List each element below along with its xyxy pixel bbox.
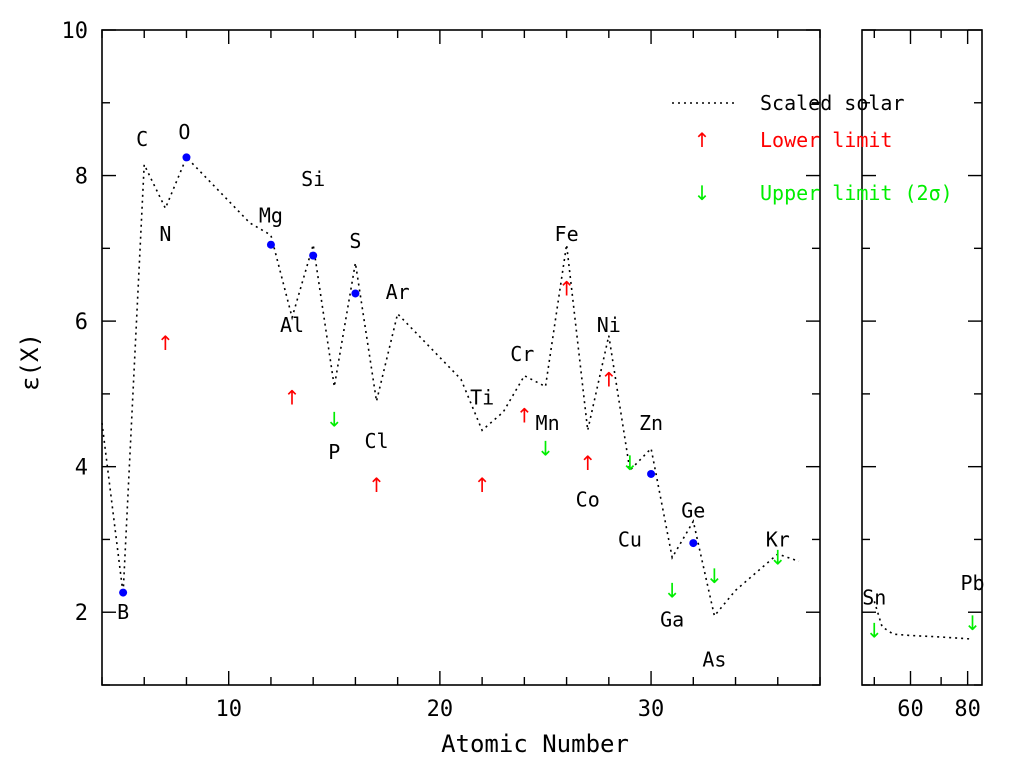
element-label-ge: Ge [681, 498, 705, 522]
upper-limit-arrow-as: ↓ [706, 564, 723, 588]
legend-label: Lower limit [760, 128, 892, 152]
y-axis-title: ε(X) [16, 333, 44, 391]
upper-limit-arrow-sn: ↓ [866, 618, 883, 642]
element-label-mg: Mg [259, 204, 283, 228]
lower-limit-arrow-fe: ↑ [558, 276, 575, 300]
lower-limit-arrow-cr: ↑ [516, 404, 533, 428]
lower-limit-arrow-ti: ↑ [474, 473, 491, 497]
element-label-si: Si [301, 167, 325, 191]
upper-limit-arrow-p: ↓ [326, 407, 343, 431]
y-tick-label: 8 [75, 165, 88, 190]
x-tick-label: 20 [427, 697, 454, 722]
measured-point-b [119, 588, 128, 597]
element-label-n: N [159, 222, 171, 246]
measured-point-ge [689, 539, 698, 548]
y-tick-label: 6 [75, 310, 88, 335]
x-axis-title: Atomic Number [441, 730, 629, 758]
legend-swatch-upper-limit: ↓ [694, 181, 711, 205]
element-label-cu: Cu [618, 527, 642, 551]
y-tick-label: 10 [62, 19, 89, 44]
x-tick-label: 30 [638, 697, 665, 722]
element-label-cl: Cl [364, 429, 388, 453]
lower-limit-arrow-n: ↑ [157, 331, 174, 355]
element-label-p: P [328, 440, 340, 464]
element-label-ar: Ar [386, 280, 410, 304]
x-tick-label: 10 [215, 697, 242, 722]
upper-limit-arrow-kr: ↓ [769, 546, 786, 570]
plot-frame-2 [861, 29, 983, 686]
element-label-al: Al [280, 313, 304, 337]
x-tick-label: 60 [897, 697, 924, 722]
element-label-s: S [349, 229, 361, 253]
measured-point-o [182, 153, 191, 162]
element-label-mn: Mn [536, 411, 560, 435]
element-label-ga: Ga [660, 608, 684, 632]
scaled-solar-line [101, 155, 800, 618]
plot-frame-1 [101, 29, 821, 686]
y-tick-label: 4 [75, 456, 88, 481]
element-label-fe: Fe [555, 222, 579, 246]
element-label-zn: Zn [639, 411, 663, 435]
scaled-solar-line [873, 601, 973, 640]
upper-limit-arrow-pb: ↓ [964, 611, 981, 635]
lower-limit-arrow-al: ↑ [284, 386, 301, 410]
legend-label: Scaled solar [760, 91, 905, 115]
measured-point-zn [647, 469, 656, 478]
legend-swatch-lower-limit: ↑ [694, 128, 711, 152]
measured-point-s [351, 289, 360, 298]
element-label-pb: Pb [960, 571, 984, 595]
legend: Scaled solar ↑ Lower limit ↓ Upper limit (2σ… [672, 91, 953, 205]
element-label-cr: Cr [510, 342, 534, 366]
element-label-c: C [136, 127, 148, 151]
upper-limit-arrow-mn: ↓ [537, 436, 554, 460]
element-label-sn: Sn [862, 586, 886, 610]
lower-limit-arrow-cl: ↑ [368, 473, 385, 497]
element-label-kr: Kr [766, 527, 790, 551]
upper-limit-arrow-ga: ↓ [664, 578, 681, 602]
lower-limit-arrow-ni: ↑ [600, 367, 617, 391]
element-label-ti: Ti [470, 386, 494, 410]
element-label-b: B [117, 600, 129, 624]
upper-limit-arrow-cu: ↓ [622, 451, 639, 475]
lower-limit-arrow-co: ↑ [579, 451, 596, 475]
element-label-o: O [178, 120, 190, 144]
measured-point-mg [266, 240, 275, 249]
x-tick-label: 80 [954, 697, 981, 722]
element-label-as: As [702, 648, 726, 672]
element-label-ni: Ni [597, 313, 621, 337]
legend-label: Upper limit (2σ) [760, 181, 953, 205]
measured-point-si [309, 251, 318, 260]
y-tick-label: 2 [75, 601, 88, 626]
element-label-co: Co [576, 487, 600, 511]
